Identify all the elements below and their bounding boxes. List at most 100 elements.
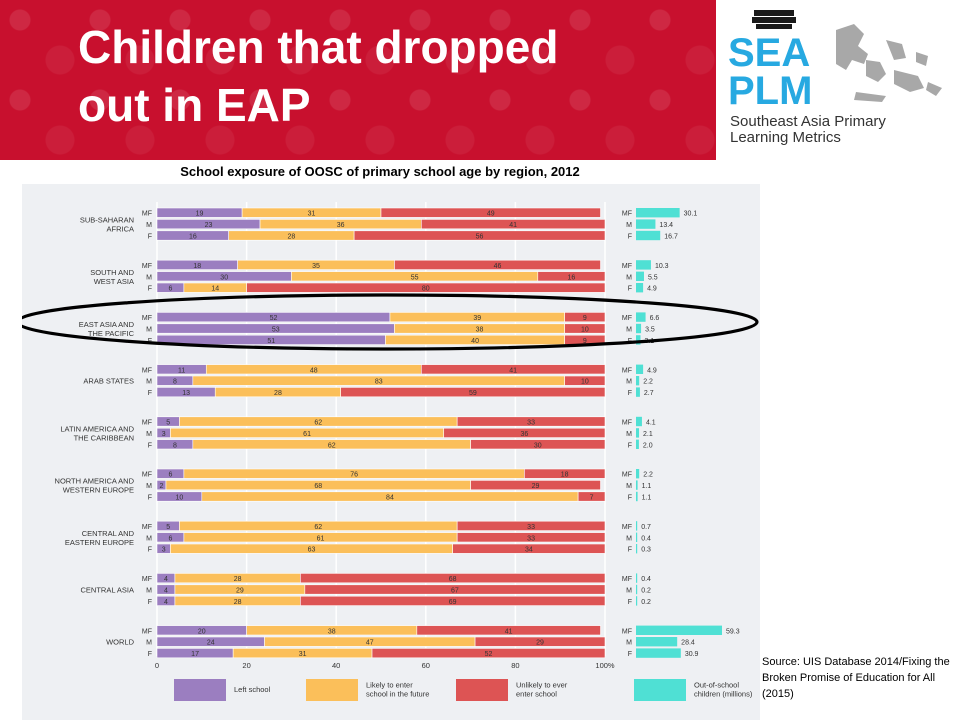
oosc-bar — [636, 596, 638, 606]
oosc-sex-label: F — [628, 442, 632, 449]
bar-value-likely: 61 — [317, 535, 325, 542]
oosc-value: 28.4 — [681, 640, 695, 647]
bar-value-likely: 31 — [308, 211, 316, 218]
bar-unlikely — [470, 480, 601, 491]
sex-label: M — [146, 327, 152, 334]
bar-unlikely — [537, 271, 606, 282]
bar-unlikely — [564, 323, 606, 334]
bar-unlikely — [524, 468, 606, 479]
bar-value-likely: 62 — [314, 420, 322, 427]
legend-likely-label: school in the future — [366, 690, 429, 699]
bar-value-unlikely: 29 — [536, 640, 544, 647]
oosc-sex-label: M — [626, 588, 632, 595]
oosc-bar — [636, 521, 638, 531]
bar-value-unlikely: 33 — [527, 420, 535, 427]
oosc-sex-label: M — [626, 640, 632, 647]
sex-label: M — [146, 222, 152, 229]
bar-value-unlikely: 10 — [581, 327, 589, 334]
bar-value-left: 16 — [189, 234, 197, 241]
bar-value-likely: 63 — [308, 547, 316, 554]
oosc-bar — [636, 416, 642, 427]
oosc-value: 30.1 — [684, 211, 698, 218]
bar-unlikely — [300, 573, 606, 584]
bar-value-likely: 55 — [411, 274, 419, 281]
bar-value-likely: 47 — [366, 640, 374, 647]
bar-value-left: 6 — [168, 535, 172, 542]
region-label: LATIN AMERICA AND — [60, 424, 134, 433]
region-label: EASTERN EUROPE — [65, 538, 134, 547]
oosc-value: 0.4 — [641, 576, 651, 583]
x-tick-label: 20 — [242, 661, 250, 670]
oosc-value: 2.2 — [643, 472, 653, 479]
sex-label: F — [148, 651, 152, 658]
legend-likely-swatch — [306, 679, 358, 701]
bar-value-unlikely: 80 — [422, 286, 430, 293]
legend-likely-label: Likely to enter — [366, 681, 413, 690]
oosc-sex-label: M — [626, 274, 632, 281]
bar-value-unlikely: 41 — [509, 222, 517, 229]
oosc-sex-label: M — [626, 379, 632, 386]
region-label: SUB-SAHARAN — [80, 216, 134, 225]
sex-label: MF — [142, 576, 152, 583]
seaplm-logo-graphic: SEA PLM Southeast Asia Primary Learning … — [728, 10, 942, 146]
oosc-bar — [636, 480, 638, 490]
oosc-sex-label: MF — [622, 315, 632, 322]
bar-unlikely — [246, 282, 606, 293]
title-banner — [0, 0, 716, 160]
bar-value-likely: 31 — [299, 651, 307, 658]
bar-value-left: 19 — [196, 211, 204, 218]
oosc-sex-label: F — [628, 234, 632, 241]
oosc-value: 5.5 — [648, 274, 658, 281]
region-label: CENTRAL AND — [82, 529, 135, 538]
region-label: AFRICA — [106, 225, 134, 234]
book-stack-icon — [752, 10, 796, 29]
oosc-value: 30.9 — [685, 651, 699, 658]
slide-title-line1: Children that dropped — [78, 21, 559, 73]
bar-unlikely — [380, 207, 601, 218]
bar-value-unlikely: 33 — [527, 535, 535, 542]
oosc-sex-label: F — [628, 651, 632, 658]
bar-value-left: 30 — [220, 274, 228, 281]
oosc-value: 2.1 — [643, 431, 653, 438]
bar-value-likely: 62 — [328, 442, 336, 449]
source-note: Source: UIS Database 2014/Fixing the Bro… — [762, 656, 950, 700]
oosc-sex-label: MF — [622, 576, 632, 583]
bar-unlikely — [371, 648, 606, 659]
oosc-sex-label: M — [626, 222, 632, 229]
bar-value-unlikely: 16 — [568, 274, 576, 281]
bar-value-left: 4 — [164, 599, 168, 606]
bar-value-likely: 84 — [386, 495, 394, 502]
oosc-bar — [636, 491, 638, 502]
bar-value-likely: 62 — [314, 524, 322, 531]
oosc-bar — [636, 428, 640, 438]
bar-value-unlikely: 59 — [469, 390, 477, 397]
oosc-value: 16.7 — [664, 234, 678, 241]
bar-value-likely: 14 — [211, 286, 219, 293]
sex-label: F — [148, 286, 152, 293]
bar-unlikely — [340, 387, 606, 398]
bar-value-left: 3 — [162, 431, 166, 438]
bar-value-unlikely: 34 — [525, 547, 533, 554]
bar-value-left: 2 — [160, 483, 164, 490]
bar-unlikely — [304, 584, 606, 595]
oosc-sex-label: F — [628, 390, 632, 397]
oosc-bar — [636, 260, 651, 270]
oosc-bar — [636, 335, 641, 345]
oosc-sex-label: M — [626, 431, 632, 438]
bar-value-left: 4 — [164, 588, 168, 595]
oosc-value: 0.4 — [641, 535, 651, 542]
bar-unlikely — [456, 532, 606, 543]
oosc-value: 2.7 — [644, 390, 654, 397]
sex-label: MF — [142, 367, 152, 374]
oosc-value: 0.3 — [641, 547, 651, 554]
oosc-sex-label: MF — [622, 263, 632, 270]
x-tick-label: 80 — [511, 661, 519, 670]
bar-value-left: 23 — [205, 222, 213, 229]
legend-oosc-swatch — [634, 679, 686, 701]
bar-value-unlikely: 30 — [534, 442, 542, 449]
legend-unlikely-label: enter school — [516, 690, 557, 699]
region-label: WORLD — [106, 638, 135, 647]
x-tick-label: 0 — [155, 661, 159, 670]
oosc-value: 10.3 — [655, 263, 669, 270]
legend-unlikely-swatch — [456, 679, 508, 701]
